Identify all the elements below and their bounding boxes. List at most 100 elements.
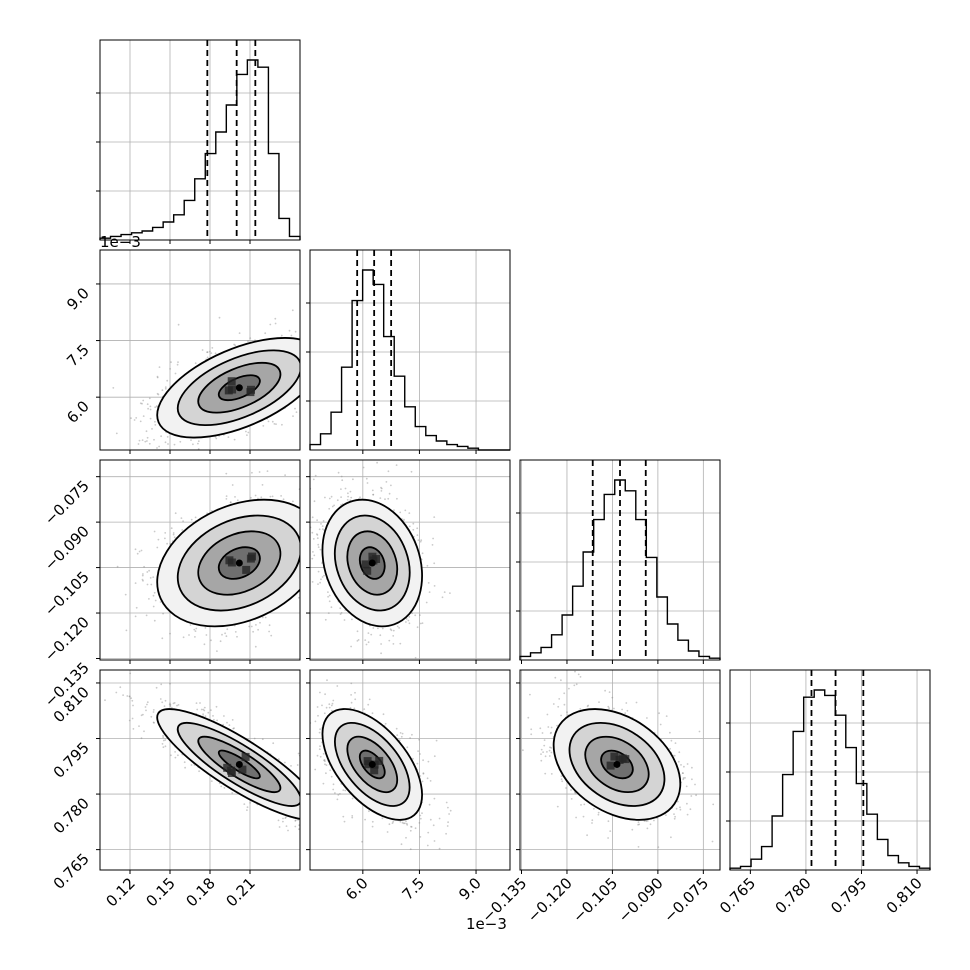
sample-point [322, 520, 325, 522]
sample-point [433, 562, 436, 565]
scatter-panel-1-3 [99, 459, 310, 661]
sample-point [164, 387, 167, 390]
sample-point [403, 518, 405, 521]
sample-point [133, 419, 136, 421]
sample-point [236, 499, 239, 502]
sample-point [307, 344, 309, 346]
sample-point [182, 636, 185, 639]
sample-point [324, 496, 326, 499]
sample-point [253, 737, 256, 740]
sample-point [164, 532, 167, 534]
sample-point [152, 605, 155, 608]
sample-point [250, 496, 252, 499]
sample-point [132, 728, 135, 730]
sample-point [264, 616, 267, 619]
sample-point [282, 817, 284, 820]
sample-point [254, 645, 257, 648]
hist-panel-1 [96, 39, 301, 241]
sample-point [150, 583, 153, 586]
sample-point [307, 383, 309, 385]
sample-point [210, 352, 213, 354]
sample-point [359, 496, 361, 499]
sample-point [305, 818, 307, 820]
sample-point [190, 764, 193, 766]
sample-point [211, 347, 214, 349]
sample-point [419, 614, 421, 616]
hist-background [100, 40, 300, 240]
sample-point [132, 704, 134, 707]
sample-point [336, 499, 339, 502]
sample-point [140, 737, 143, 740]
sample-point [308, 564, 310, 566]
sample-point [146, 436, 149, 439]
sample-point [301, 536, 303, 538]
sample-point [210, 639, 212, 642]
sample-point [302, 372, 304, 374]
sample-point [408, 512, 411, 514]
sample-point [146, 583, 149, 586]
sample-point [174, 512, 177, 515]
sample-point [246, 434, 248, 436]
sample-point [194, 630, 197, 632]
sample-point [398, 627, 400, 629]
sample-point [234, 344, 237, 347]
sample-point [125, 629, 128, 632]
sample-point [330, 495, 333, 498]
sample-point [316, 519, 318, 522]
sample-point [307, 811, 309, 813]
sample-point [301, 561, 303, 563]
sample-point [206, 351, 209, 354]
hist-background [730, 670, 930, 870]
sample-point [158, 445, 161, 448]
sample-point [307, 534, 309, 536]
sample-point [319, 581, 321, 584]
sample-point [139, 402, 142, 405]
sample-point [142, 579, 144, 582]
sample-point [331, 505, 334, 508]
sample-point [271, 495, 274, 498]
sample-point [328, 600, 331, 603]
sample-point [416, 626, 419, 629]
sample-point [291, 309, 294, 312]
sample-point [157, 393, 160, 396]
sample-point [317, 543, 320, 546]
sample-point [428, 591, 431, 593]
sample-point [349, 490, 352, 493]
sample-point [197, 448, 200, 450]
sample-point [311, 516, 314, 519]
sample-point [238, 332, 241, 334]
sample-point [225, 495, 228, 497]
sample-point [156, 375, 159, 378]
sample-point [426, 564, 429, 567]
sample-point [281, 423, 283, 426]
sample-point [148, 598, 150, 600]
sample-point [419, 540, 422, 543]
sample-point [387, 497, 390, 500]
sample-point [203, 706, 206, 709]
sample-point [379, 497, 382, 499]
sample-point [222, 723, 225, 726]
sample-point [404, 509, 407, 512]
sample-point [339, 607, 342, 610]
sample-point [304, 543, 306, 545]
sample-point [116, 565, 119, 568]
sample-point [173, 702, 176, 704]
sample-point [395, 464, 398, 466]
sample-point [197, 442, 199, 445]
sample-point [193, 628, 196, 631]
sample-point [153, 722, 155, 724]
sample-point [128, 695, 131, 698]
sample-point [282, 498, 285, 501]
sample-point [304, 393, 306, 395]
sample-point [347, 495, 349, 498]
sample-point [207, 711, 210, 714]
sample-point [294, 819, 297, 822]
sample-point [443, 591, 446, 593]
sample-point [387, 470, 390, 473]
sample-point [340, 475, 343, 478]
sample-point [416, 534, 419, 536]
sample-point [177, 754, 179, 757]
sample-point [152, 594, 155, 597]
sample-point [134, 615, 137, 618]
sample-point [157, 538, 160, 541]
